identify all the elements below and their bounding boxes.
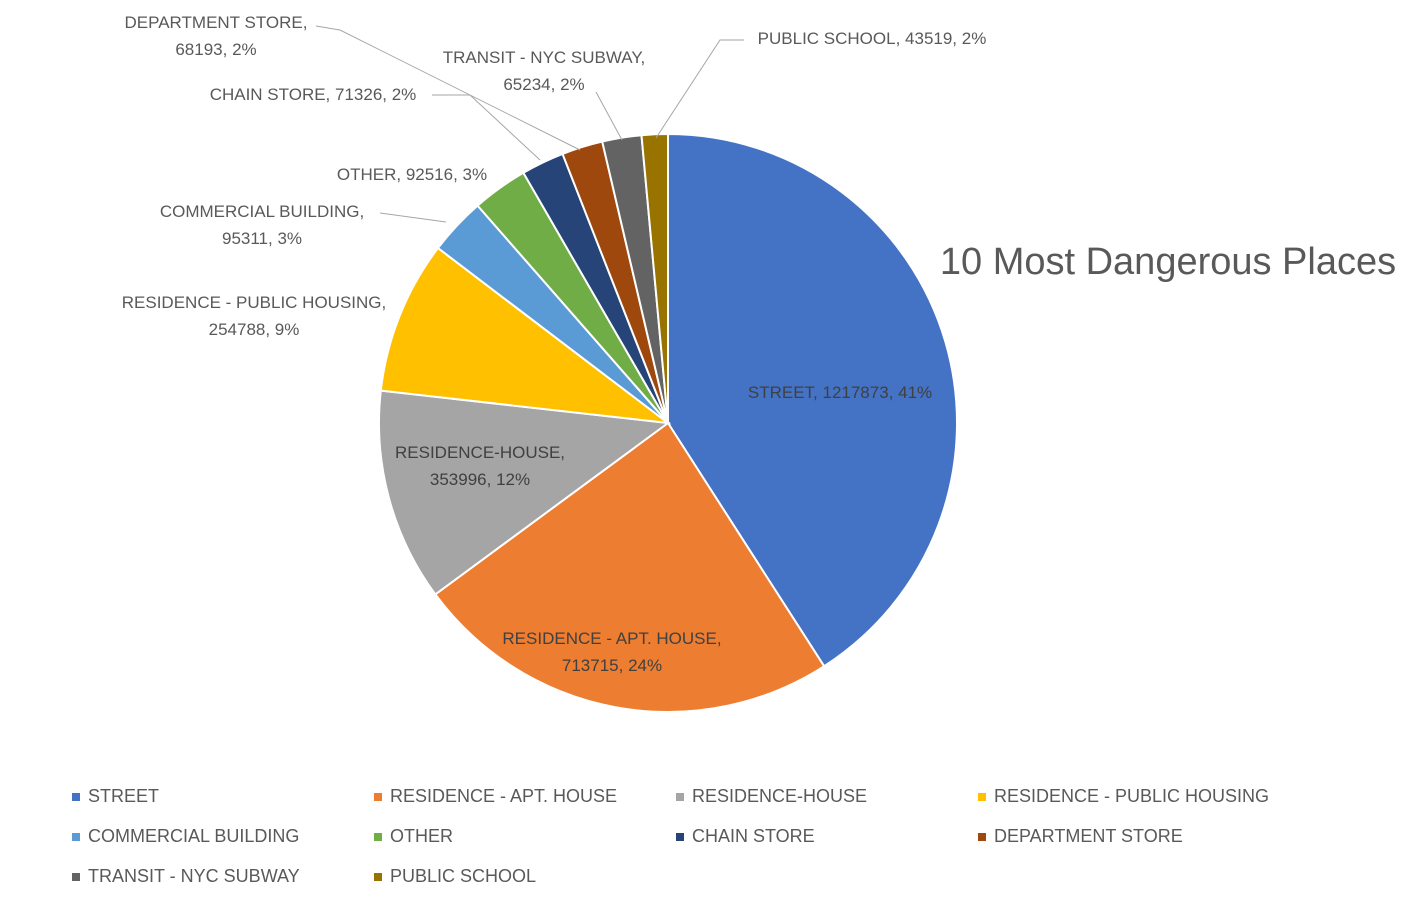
legend-swatch [72, 872, 80, 881]
legend-label: TRANSIT - NYC SUBWAY [88, 866, 300, 886]
legend-swatch [676, 832, 684, 841]
legend-swatch [72, 832, 80, 841]
legend-item-transit-nyc-subway: TRANSIT - NYC SUBWAY [72, 866, 300, 887]
leader-line-chain-store [432, 94, 541, 161]
legend-swatch [374, 872, 382, 881]
legend-label: RESIDENCE - APT. HOUSE [390, 786, 618, 806]
chart-title: 10 Most Dangerous Places [940, 241, 1396, 283]
legend-swatch [978, 792, 986, 801]
legend-swatch [374, 792, 382, 801]
legend-item-residence-house: RESIDENCE-HOUSE [676, 786, 867, 807]
leader-line-department-store [315, 25, 581, 151]
legend-label: DEPARTMENT STORE [994, 826, 1183, 846]
legend-item-chain-store: CHAIN STORE [676, 826, 815, 847]
data-label-chain-store: CHAIN STORE, 71326, 2% [210, 85, 417, 104]
legend-item-commercial-building: COMMERCIAL BUILDING [72, 826, 299, 847]
legend-item-public-school: PUBLIC SCHOOL [374, 866, 536, 887]
legend-item-other: OTHER [374, 826, 453, 847]
legend-label: COMMERCIAL BUILDING [88, 826, 300, 846]
legend-label: CHAIN STORE [692, 826, 815, 846]
legend-label: RESIDENCE - PUBLIC HOUSING [994, 786, 1270, 806]
pie-slice-street [667, 132, 958, 668]
legend-item-street: STREET [72, 786, 159, 807]
legend-label: OTHER [390, 826, 453, 846]
pie-slice-public-school [640, 132, 669, 424]
legend-item-residence-public-housing: RESIDENCE - PUBLIC HOUSING [978, 786, 1269, 807]
pie-slice-residence-apt-house [433, 421, 826, 713]
legend-swatch [374, 832, 382, 841]
legend-label: STREET [88, 786, 160, 806]
legend-swatch [676, 792, 684, 801]
leader-line-public-school [655, 39, 744, 139]
leader-line-transit-nyc-subway [595, 91, 623, 141]
pie-slice-residence-public-housing [379, 246, 672, 425]
legend-swatch [978, 832, 986, 841]
data-label-residence-house: RESIDENCE-HOUSE, 353996, 12% [395, 443, 565, 489]
pie-slices [378, 132, 958, 713]
leader-line-commercial-building [379, 212, 447, 223]
data-label-residence-public-housing: RESIDENCE - PUBLIC HOUSING, 254788, 9% [122, 293, 387, 339]
legend-swatch [72, 792, 80, 801]
legend-item-department-store: DEPARTMENT STORE [978, 826, 1183, 847]
data-label-street: STREET, 1217873, 41% [748, 383, 932, 402]
data-label-commercial-building: COMMERCIAL BUILDING, 95311, 3% [160, 202, 364, 248]
data-label-department-store: DEPARTMENT STORE, 68193, 2% [125, 13, 308, 59]
legend-item-residence-apt-house: RESIDENCE - APT. HOUSE [374, 786, 617, 807]
data-label-transit-nyc-subway: TRANSIT - NYC SUBWAY, 65234, 2% [443, 48, 645, 94]
data-label-other: OTHER, 92516, 3% [337, 165, 487, 184]
pie-slice-residence-house [378, 389, 671, 596]
data-labels: STREET, 1217873, 41% RESIDENCE - APT. HOU… [122, 13, 987, 675]
legend-label: PUBLIC SCHOOL [390, 866, 537, 886]
data-label-public-school: PUBLIC SCHOOL, 43519, 2% [758, 29, 987, 48]
leader-lines [315, 25, 744, 223]
legend-label: RESIDENCE-HOUSE [692, 786, 868, 806]
data-label-residence-apt-house: RESIDENCE - APT. HOUSE, 713715, 24% [502, 629, 721, 675]
